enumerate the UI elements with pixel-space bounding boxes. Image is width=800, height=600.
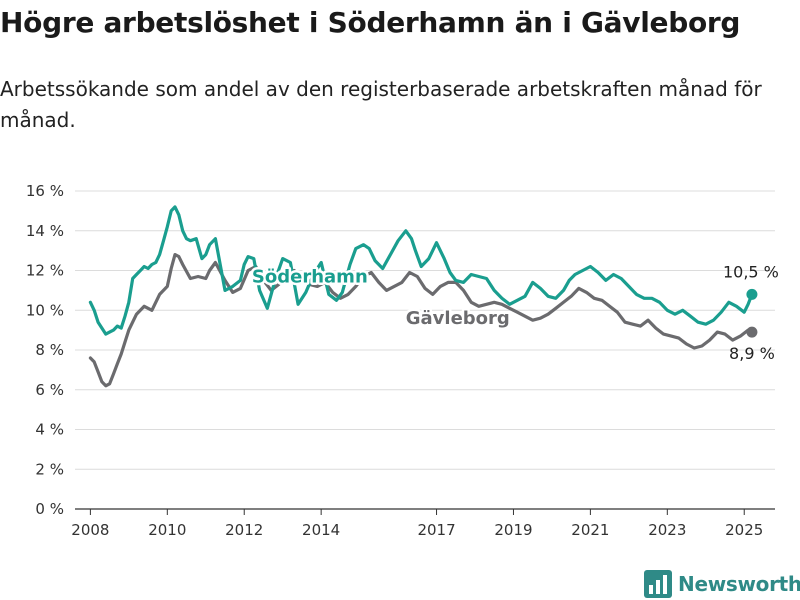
newsworthy-logo: Newsworthy [644, 568, 800, 600]
page-title: Högre arbetslöshet i Söderhamn än i Gävl… [0, 6, 741, 39]
y-tick-label: 0 % [35, 500, 64, 518]
y-tick-label: 6 % [35, 381, 64, 399]
y-tick-label: 16 % [26, 182, 64, 200]
x-tick-label: 2021 [571, 521, 609, 539]
y-tick-label: 8 % [35, 341, 64, 359]
y-tick-label: 12 % [26, 262, 64, 280]
page-subtitle: Arbetssökande som andel av den registerb… [0, 77, 762, 132]
x-tick-label: 2017 [417, 521, 455, 539]
end-point-gavleborg [746, 326, 758, 338]
y-tick-label: 4 % [35, 421, 64, 439]
x-axis-tick-labels: 2008 2010 2012 2014 2017 2019 2021 2023 2025 [71, 509, 763, 539]
x-tick-label: 2025 [725, 521, 763, 539]
x-tick-label: 2019 [494, 521, 532, 539]
y-tick-label: 14 % [26, 222, 64, 240]
end-value-label: 8,9 % [729, 344, 775, 363]
x-tick-label: 2012 [225, 521, 263, 539]
x-tick-label: 2014 [302, 521, 340, 539]
y-tick-label: 10 % [26, 301, 64, 319]
x-tick-label: 2023 [648, 521, 686, 539]
series-line-gavleborg [88, 253, 754, 388]
x-tick-label: 2010 [148, 521, 186, 539]
x-tick-label: 2008 [71, 521, 109, 539]
chart-gridlines [75, 190, 775, 510]
chart-annotations: 8,9 % 10,5 % Söderhamn Gävleborg [249, 262, 779, 363]
y-axis-tick-labels: 0 % 2 % 4 % 6 % 8 % 10 % 12 % 14 % 16 % [26, 182, 64, 518]
series-label-gavleborg: Gävleborg [406, 308, 510, 329]
end-value-label: 10,5 % [723, 262, 779, 281]
end-point-soderhamn [746, 288, 758, 300]
brand-name: Newsworthy [678, 572, 800, 596]
series-line-soderhamn [88, 205, 754, 336]
bar-chart-logo-icon [644, 570, 672, 598]
series-label-soderhamn: Söderhamn [252, 266, 368, 287]
y-tick-label: 2 % [35, 460, 64, 478]
chart-series-lines [88, 205, 758, 388]
